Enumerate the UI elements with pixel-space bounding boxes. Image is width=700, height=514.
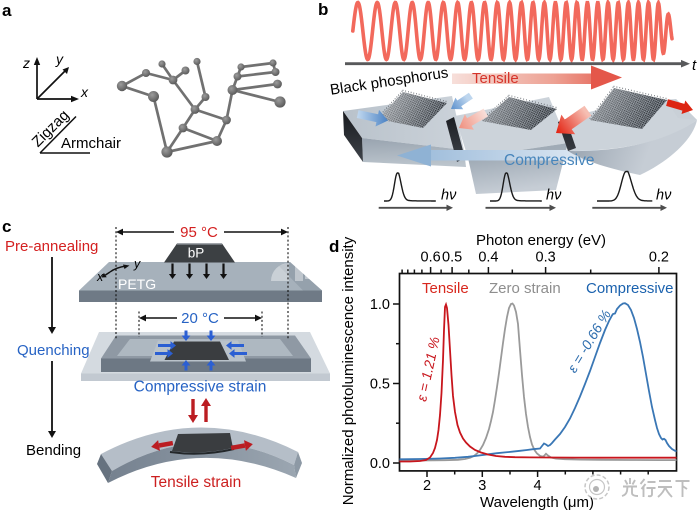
svg-text:Pre-annealing: Pre-annealing xyxy=(5,238,98,255)
svg-text:Tensile: Tensile xyxy=(472,70,519,87)
svg-text:0.2: 0.2 xyxy=(649,250,669,266)
svg-text:Photon energy (eV): Photon energy (eV) xyxy=(476,232,606,249)
svg-text:0.3: 0.3 xyxy=(536,250,556,266)
svg-text:hν: hν xyxy=(546,188,562,204)
svg-text:0.5: 0.5 xyxy=(442,250,462,266)
svg-text:bP: bP xyxy=(188,246,205,261)
svg-text:z: z xyxy=(22,55,30,71)
svg-text:t: t xyxy=(692,57,697,74)
svg-text:1.0: 1.0 xyxy=(370,297,390,313)
svg-text:20 °C: 20 °C xyxy=(181,310,219,327)
svg-text:3: 3 xyxy=(478,478,486,494)
svg-text:Quenching: Quenching xyxy=(17,342,90,359)
svg-text:c: c xyxy=(2,217,11,236)
svg-text:hν: hν xyxy=(656,188,672,204)
svg-text:PETG: PETG xyxy=(118,276,156,292)
svg-text:Bending: Bending xyxy=(26,442,81,459)
svg-text:Compressive: Compressive xyxy=(586,280,674,297)
svg-text:y: y xyxy=(133,257,141,271)
svg-text:0.5: 0.5 xyxy=(370,377,390,393)
svg-text:y: y xyxy=(55,51,64,67)
svg-text:0.6: 0.6 xyxy=(421,250,441,266)
svg-text:0.4: 0.4 xyxy=(478,250,498,266)
svg-text:b: b xyxy=(318,0,328,19)
svg-text:x: x xyxy=(96,270,104,284)
svg-text:Armchair: Armchair xyxy=(61,135,121,152)
svg-text:Normalized photoluminescence i: Normalized photoluminescence intensity xyxy=(340,236,357,505)
svg-text:Compressive: Compressive xyxy=(504,152,594,169)
svg-text:95 °C: 95 °C xyxy=(180,224,218,241)
svg-text:d: d xyxy=(329,237,339,256)
svg-text:a: a xyxy=(2,1,12,20)
svg-text:Zero strain: Zero strain xyxy=(489,280,561,297)
svg-text:2: 2 xyxy=(423,478,431,494)
svg-text:Tensile: Tensile xyxy=(422,280,469,297)
svg-text:Tensile strain: Tensile strain xyxy=(151,474,241,491)
svg-text:hν: hν xyxy=(441,188,457,204)
svg-text:0.0: 0.0 xyxy=(370,456,390,472)
svg-text:Compressive strain: Compressive strain xyxy=(134,379,267,396)
svg-text:Wavelength (μm): Wavelength (μm) xyxy=(480,494,594,511)
svg-text:x: x xyxy=(80,84,89,100)
svg-text:4: 4 xyxy=(534,478,542,494)
